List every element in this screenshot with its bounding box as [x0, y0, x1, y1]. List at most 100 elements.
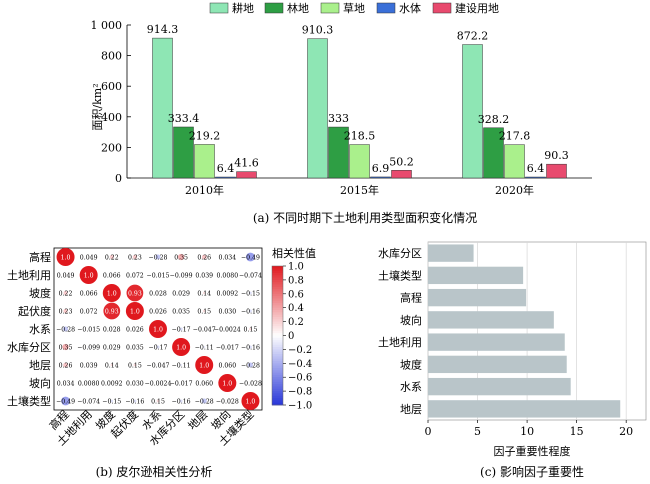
panel-a-legend: 耕地 林地 草地 水体 建设用地 [209, 1, 499, 15]
panel-a-bar [525, 176, 546, 179]
panel-b-cell-circle [157, 364, 159, 366]
panel-c-y-tick-label: 水系 [400, 381, 422, 394]
panel-b-colorbar-tick-label: 0.2 [288, 317, 304, 328]
panel-b-cell-value: 1.0 [107, 290, 117, 297]
panel-b-cell-value: 0.029 [172, 290, 190, 297]
panel-b-colorbar-segment [272, 282, 283, 285]
panel-a-bar [307, 38, 328, 179]
panel-b-cell-circle [172, 338, 191, 356]
panel-b-cell-value: 0.35 [174, 254, 188, 261]
panel-b-cell-value: 0.26 [59, 362, 73, 369]
panel-b-cell-value: −0.17 [149, 344, 168, 351]
panel-b-cell-value: 0.026 [149, 308, 167, 315]
panel-a-bar [194, 144, 215, 179]
panel-b-cell-circle [125, 302, 144, 320]
panel-b-cell-circle [157, 310, 159, 312]
panel-b-colorbar-segment [272, 321, 283, 325]
panel-c-bar [428, 311, 554, 329]
panel-b-cell-value: 1.0 [61, 254, 71, 261]
panel-c-y-tick-label: 地层 [400, 403, 422, 416]
panel-b-cell-value: 0.15 [244, 326, 258, 333]
panel-b-cell-value: −0.015 [147, 272, 170, 279]
panel-b-cell-value: 0.0080 [78, 380, 100, 387]
panel-b-cell-value: −0.17 [172, 326, 191, 333]
panel-b-cell-value: 0.034 [218, 254, 236, 261]
panel-b-cell-circle [87, 328, 90, 330]
panel-b-colorbar-segment [272, 372, 283, 376]
panel-b-row-label: 水系 [29, 323, 51, 336]
panel-b-cell-value: −0.15 [241, 290, 260, 297]
panel-a-y-tick-label: 1 000 [91, 19, 123, 32]
panel-b-cell-value: −0.28 [195, 398, 214, 405]
panel-c-bar [428, 266, 524, 285]
panel-b-cell-circle [226, 292, 229, 294]
panel-c-bar [428, 288, 527, 307]
panel-b-cell-value: −0.11 [195, 344, 214, 351]
panel-b-colorbar-segment [272, 277, 283, 281]
panel-a-legend-label: 草地 [343, 2, 365, 15]
panel-a-bar [483, 127, 504, 179]
panel-b-cell-circle [103, 302, 121, 320]
panel-b-cell-value: −0.017 [170, 380, 193, 387]
panel-b-cell-circle [180, 382, 182, 384]
panel-b-colorbar-segment [272, 386, 283, 390]
panel-b-colorbar-segment [272, 310, 283, 313]
panel-b-cell-value: −0.074 [239, 272, 262, 279]
panel-b-cell-circle [195, 356, 214, 374]
panel-b-cell-value: −0.017 [216, 344, 239, 351]
panel-c-caption: (c) 影响因子重要性 [480, 464, 584, 479]
panel-b-cell-value: 0.028 [103, 326, 121, 333]
panel-b-cell-circle [247, 362, 253, 368]
panel-a-bar [546, 163, 567, 179]
panel-b-cell-circle [110, 399, 114, 403]
panel-c-x-tick-label: 0 [425, 425, 432, 438]
panel-b-colorbar-segment [272, 279, 283, 283]
panel-b-cell-circle [110, 328, 113, 330]
panel-b-cell-value: −0.0024 [214, 326, 241, 333]
panel-a-value-label: 6.9 [372, 162, 390, 175]
panel-a-bar [328, 126, 349, 179]
panel-b-cell-circle [203, 382, 206, 384]
panel-b-colorbar-segment [272, 272, 283, 276]
panel-b-colorbar-tick-label: −0.4 [288, 359, 312, 370]
panel-b-cell-value: −0.028 [216, 398, 239, 405]
panel-a-x-tick-label: 2015年 [340, 183, 379, 197]
panel-b-colorbar-segment [272, 398, 283, 401]
panel-b-cell-value: 0.066 [103, 272, 121, 279]
panel-b-colorbar-segment [272, 314, 283, 318]
panel-c-x-tick-label: 15 [570, 425, 584, 438]
panel-b-cell-value: 0.15 [128, 362, 142, 369]
panel-b-colorbar-segment [272, 370, 283, 373]
panel-a-value-label: 914.3 [147, 23, 179, 36]
panel-b-cell-circle [226, 364, 229, 366]
panel-b-cell-value: 0.060 [195, 380, 213, 387]
panel-c-x-axis-label: 因子重要性程度 [494, 444, 571, 458]
panel-b-cell-value: 1.0 [153, 326, 163, 333]
panel-c-y-tick-label: 水库分区 [378, 247, 422, 260]
panel-b-column-label: 地层 [186, 408, 211, 433]
panel-b-cell-circle [249, 345, 252, 349]
panel-b-colorbar-segment [272, 296, 283, 299]
panel-a-value-label: 217.8 [499, 130, 531, 143]
panel-a-y-tick-label: 800 [101, 50, 122, 63]
panel-b-cell-value: 0.22 [59, 290, 73, 297]
panel-b-row-label: 坡向 [29, 376, 51, 390]
panel-b-cell-value: 0.039 [80, 362, 98, 369]
panel-b-row-label: 土壤类型 [7, 394, 51, 408]
panel-b-cell-circle [87, 256, 90, 258]
panel-b-cell-circle [133, 363, 137, 367]
panel-b-cell-circle [157, 274, 159, 276]
panel-b-colorbar-segment [272, 349, 283, 353]
panel-a-bar [236, 171, 257, 179]
panel-b-colorbar-segment [272, 326, 283, 329]
panel-b-cell-circle [177, 253, 185, 261]
panel-b-colorbar-segment [272, 377, 283, 380]
panel-b-colorbar-tick-label: 0.8 [288, 275, 304, 286]
panel-b-cell-value: 0.049 [57, 272, 75, 279]
panel-b-cell-value: −0.16 [172, 398, 191, 405]
panel-c-x-tick-label: 5 [474, 425, 481, 438]
panel-a-legend-swatch [432, 2, 452, 14]
panel-b-colorbar-segment [272, 330, 283, 334]
panel-b-cell-value: 0.035 [172, 308, 190, 315]
